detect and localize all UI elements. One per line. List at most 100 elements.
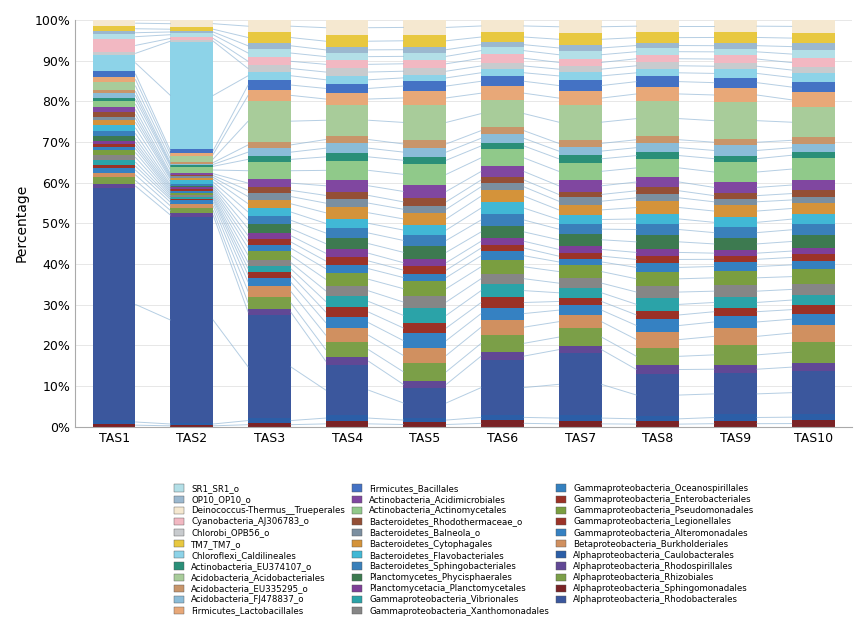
Bar (93, 160, 135, 164)
Bar (714, 139, 757, 145)
Bar (792, 363, 835, 371)
Bar (481, 202, 524, 214)
Bar (714, 49, 757, 55)
Bar (248, 20, 290, 32)
Bar (93, 144, 135, 147)
Bar (481, 226, 524, 238)
Bar (326, 83, 368, 93)
Bar (714, 421, 757, 427)
Bar (714, 263, 757, 271)
Bar (481, 273, 524, 284)
Bar (248, 200, 290, 208)
Bar (481, 420, 524, 427)
Bar (248, 419, 290, 422)
Bar (248, 216, 290, 225)
Bar (171, 198, 213, 200)
Bar (248, 422, 290, 427)
Bar (481, 252, 524, 260)
Bar (93, 164, 135, 168)
Bar (714, 271, 757, 285)
Bar (559, 147, 602, 155)
Bar (326, 228, 368, 238)
Bar (248, 309, 290, 315)
Bar (403, 60, 447, 67)
Bar (481, 20, 524, 32)
Bar (403, 235, 447, 246)
Bar (248, 266, 290, 272)
Bar (792, 44, 835, 50)
Bar (559, 224, 602, 234)
Bar (481, 320, 524, 335)
Bar (403, 225, 447, 235)
Bar (792, 295, 835, 306)
Bar (714, 193, 757, 199)
Bar (93, 188, 135, 421)
Bar (636, 195, 679, 202)
Bar (481, 335, 524, 352)
Bar (481, 42, 524, 48)
Bar (248, 232, 290, 239)
Bar (93, 39, 135, 52)
Bar (714, 78, 757, 88)
Bar (792, 152, 835, 159)
Bar (792, 342, 835, 363)
Bar (326, 273, 368, 286)
Bar (403, 20, 447, 35)
Bar (481, 166, 524, 177)
Bar (559, 415, 602, 421)
Bar (171, 28, 213, 31)
Bar (559, 191, 602, 197)
Bar (714, 199, 757, 205)
Bar (403, 205, 447, 213)
Bar (93, 141, 135, 144)
Bar (171, 189, 213, 191)
Bar (559, 265, 602, 279)
Bar (93, 136, 135, 141)
Bar (403, 348, 447, 363)
Bar (792, 203, 835, 214)
Bar (403, 363, 447, 381)
Bar (93, 82, 135, 90)
Bar (171, 423, 213, 425)
Bar (792, 214, 835, 225)
Bar (326, 20, 368, 35)
Bar (636, 416, 679, 421)
Bar (248, 142, 290, 148)
Bar (481, 260, 524, 273)
Bar (636, 48, 679, 55)
Bar (636, 311, 679, 319)
Bar (559, 214, 602, 224)
Bar (248, 278, 290, 286)
Bar (326, 358, 368, 365)
Bar (403, 198, 447, 205)
Bar (171, 178, 213, 180)
Bar (481, 190, 524, 202)
Bar (559, 298, 602, 306)
Bar (93, 98, 135, 101)
Bar (714, 69, 757, 78)
Bar (559, 329, 602, 346)
Bar (559, 20, 602, 33)
Bar (248, 80, 290, 90)
Bar (481, 214, 524, 226)
Bar (403, 47, 447, 53)
Bar (481, 245, 524, 252)
Bar (326, 249, 368, 257)
Bar (326, 68, 368, 76)
Bar (481, 100, 524, 127)
Bar (403, 148, 447, 157)
Bar (326, 365, 368, 415)
Bar (481, 48, 524, 54)
Bar (93, 101, 135, 107)
Bar (93, 52, 135, 55)
Bar (171, 33, 213, 37)
Bar (93, 147, 135, 150)
Bar (792, 137, 835, 144)
Bar (171, 173, 213, 175)
Bar (636, 421, 679, 427)
Bar (171, 164, 213, 166)
Bar (171, 213, 213, 217)
Bar (792, 324, 835, 342)
Bar (171, 166, 213, 167)
Bar (559, 80, 602, 91)
